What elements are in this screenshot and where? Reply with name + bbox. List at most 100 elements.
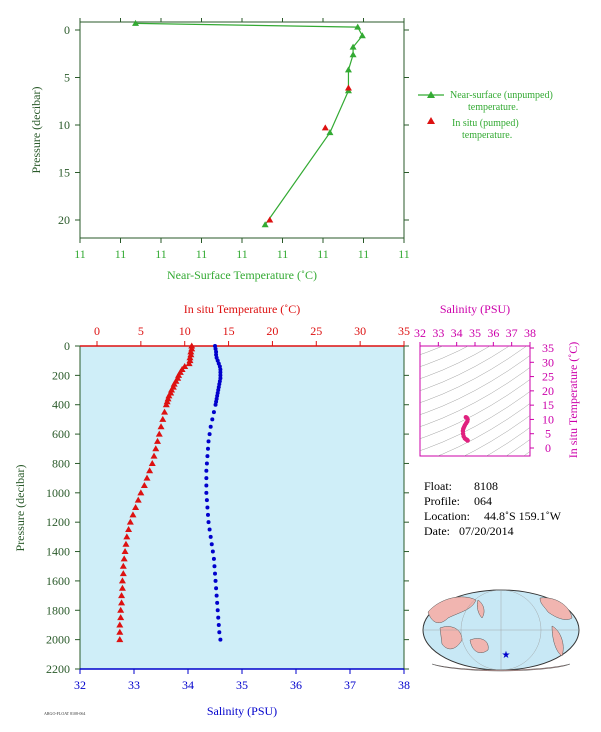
temperature-point <box>132 504 140 510</box>
temperature-point <box>119 570 127 577</box>
salinity-point <box>205 454 210 459</box>
temperature-point <box>162 401 170 408</box>
ts-density-contours <box>420 346 530 456</box>
density-contour <box>437 403 530 456</box>
salinity-axis-label: Salinity (PSU) <box>207 704 277 718</box>
map-graticule <box>423 589 579 671</box>
salinity-tick-label: 37 <box>344 678 356 692</box>
legend-label-pumped: In situ (pumped) temperature. <box>452 118 521 141</box>
profile-plot-frame <box>79 345 405 670</box>
temperature-point <box>116 621 124 628</box>
temperature-point <box>116 636 124 643</box>
profile-y-tick-label: 1400 <box>46 545 70 559</box>
date-label: Date: <box>424 524 450 538</box>
salinity-point <box>211 556 216 561</box>
near-surface-x-tick-label: 11 <box>74 247 86 261</box>
temperature-point <box>117 614 125 621</box>
profile-y-label: Pressure (decibar) <box>13 465 27 552</box>
salinity-point <box>205 512 210 517</box>
temperature-point <box>154 437 162 444</box>
profile-y-tick-label: 1200 <box>46 515 70 529</box>
world-map: ★ <box>422 589 580 672</box>
ts-y-tick-label: 20 <box>542 384 554 398</box>
near-surface-legend: Near-surface (unpumped) temperature. In … <box>418 90 553 141</box>
unpumped-temperature-point <box>326 129 334 136</box>
temperature-profile-points <box>116 342 196 643</box>
near-surface-x-tick-label: 11 <box>236 247 248 261</box>
salinity-point <box>218 637 223 642</box>
temperature-point <box>118 584 126 591</box>
salinity-point <box>205 505 210 510</box>
salinity-point <box>204 476 209 481</box>
density-contour <box>420 355 530 415</box>
salinity-tick-label: 33 <box>128 678 140 692</box>
density-contour <box>420 346 510 391</box>
density-contour <box>420 379 530 439</box>
legend-marker-unpumped <box>427 91 435 98</box>
profile-y-tick-label: 1600 <box>46 574 70 588</box>
ts-x-tick-label: 35 <box>469 326 481 340</box>
near-surface-x-tick-label: 11 <box>317 247 329 261</box>
pumped-temperature-point <box>344 84 352 91</box>
ts-x-tick-label: 33 <box>432 326 444 340</box>
unpumped-temperature-point <box>354 23 362 30</box>
salinity-point <box>207 432 212 437</box>
ts-points <box>460 414 470 443</box>
date-value: 07/20/2014 <box>459 524 514 538</box>
ts-x-label: Salinity (PSU) <box>440 302 510 316</box>
near-surface-y-tick-label: 15 <box>58 166 70 180</box>
salinity-point <box>208 534 213 539</box>
near-surface-x-tick-label: 11 <box>277 247 289 261</box>
near-surface-series <box>132 19 366 228</box>
temperature-ticks: 0 5 10 15 20 25 30 35 <box>94 324 410 346</box>
temperature-point <box>143 474 151 481</box>
float-value: 8108 <box>474 479 498 493</box>
temperature-point <box>118 577 126 584</box>
salinity-tick-label: 38 <box>398 678 410 692</box>
salinity-point <box>209 542 214 547</box>
temperature-point <box>146 467 154 474</box>
salinity-tick-label: 34 <box>182 678 194 692</box>
profile-value: 064 <box>474 494 492 508</box>
salinity-point <box>204 468 209 473</box>
near-surface-y-tick-label: 5 <box>64 71 70 85</box>
profile-y-tick-label: 600 <box>52 427 70 441</box>
salinity-point <box>206 439 211 444</box>
ts-x-tick-label: 32 <box>414 326 426 340</box>
temperature-tick-label: 0 <box>94 324 100 338</box>
temperature-point <box>150 452 158 459</box>
profile-y-tick-label: 2200 <box>46 662 70 676</box>
density-contour <box>420 346 469 367</box>
temperature-point <box>161 408 169 415</box>
temperature-point <box>120 555 128 562</box>
profile-label: Profile: <box>424 494 460 508</box>
profile-y-tick-label: 0 <box>64 339 70 353</box>
temperature-axis-label: In situ Temperature (˚C) <box>184 302 301 316</box>
near-surface-x-tick-label: 11 <box>115 247 127 261</box>
salinity-ticks: 32 33 34 35 36 37 38 <box>74 669 410 692</box>
temperature-point <box>159 415 167 422</box>
density-contour <box>420 367 530 427</box>
salinity-point <box>214 593 219 598</box>
temperature-point <box>122 540 130 547</box>
salinity-point <box>217 630 222 635</box>
temperature-tick-label: 10 <box>179 324 191 338</box>
salinity-point <box>213 402 218 407</box>
temperature-point <box>117 606 125 613</box>
float-location-marker: ★ <box>502 650 511 661</box>
density-contour <box>463 415 530 456</box>
ts-x-tick-label: 36 <box>487 326 499 340</box>
salinity-point <box>215 608 220 613</box>
salinity-point <box>215 600 220 605</box>
salinity-point <box>214 586 219 591</box>
near-surface-x-tick-label: 11 <box>398 247 410 261</box>
salinity-point <box>211 410 216 415</box>
ts-x-tick-label: 37 <box>506 326 518 340</box>
temperature-point <box>157 423 165 430</box>
near-surface-x-tick-label: 11 <box>196 247 208 261</box>
near-surface-x-tick-label: 11 <box>358 247 370 261</box>
salinity-tick-label: 35 <box>236 678 248 692</box>
location-value: 44.8˚S 159.1˚W <box>484 509 562 523</box>
